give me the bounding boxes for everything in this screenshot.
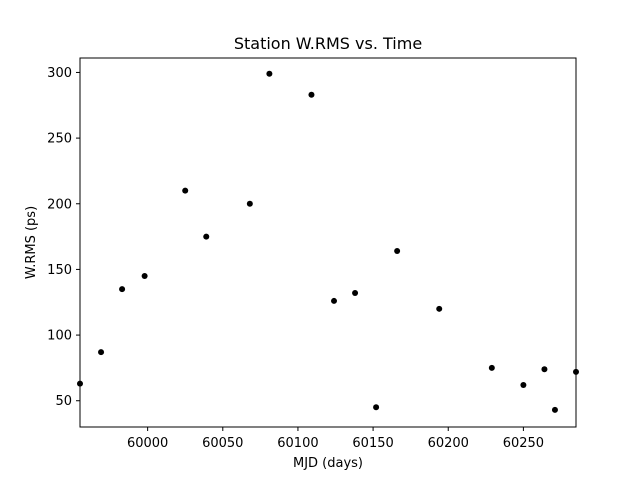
- x-tick-label: 60150: [352, 436, 393, 451]
- data-point: [373, 404, 380, 411]
- x-tick-label: 60250: [503, 436, 544, 451]
- data-point: [551, 406, 558, 413]
- y-tick-label: 100: [47, 329, 72, 344]
- data-point: [488, 364, 495, 371]
- y-tick-label: 250: [47, 132, 72, 147]
- x-tick-label: 60200: [428, 436, 469, 451]
- plot-area: [79, 57, 577, 428]
- data-point: [308, 91, 315, 98]
- data-point: [77, 380, 83, 387]
- x-tick-label: 60050: [202, 436, 243, 451]
- chart-title: Station W.RMS vs. Time: [234, 34, 422, 53]
- x-axis-label: MJD (days): [293, 456, 363, 471]
- y-tick-label: 50: [55, 394, 72, 409]
- data-point: [266, 70, 273, 77]
- data-point: [246, 200, 253, 207]
- data-point: [436, 305, 443, 312]
- data-point: [119, 286, 126, 293]
- y-tick-label: 300: [47, 66, 72, 81]
- data-point: [331, 297, 338, 304]
- y-axis-ticks: 50 100 150 200 250 300: [47, 66, 80, 409]
- y-tick-label: 200: [47, 197, 72, 212]
- y-tick-label: 150: [47, 263, 72, 278]
- data-point: [573, 368, 579, 375]
- x-tick-label: 60100: [277, 436, 318, 451]
- data-point: [141, 272, 148, 279]
- data-point: [541, 366, 548, 373]
- data-point: [352, 290, 359, 297]
- data-points: [77, 70, 579, 413]
- x-tick-label: 60000: [127, 436, 168, 451]
- y-axis-label: W.RMS (ps): [24, 206, 39, 279]
- x-axis-ticks: 60000 60050 60100 60150 60200 60250: [127, 427, 544, 451]
- data-point: [203, 233, 210, 240]
- data-point: [520, 381, 527, 388]
- data-point: [182, 187, 189, 194]
- data-point: [98, 349, 105, 356]
- data-point: [394, 248, 401, 255]
